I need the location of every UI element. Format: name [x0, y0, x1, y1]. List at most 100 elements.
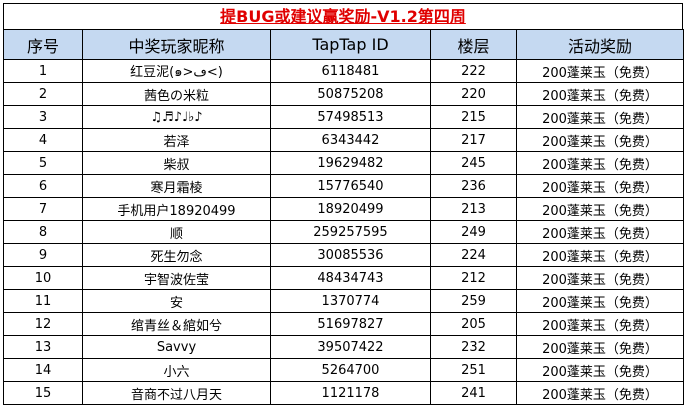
table-row: 3 ♫♬♪♩♭♪ 57498513 215 200蓬莱玉（免费） [3, 105, 684, 129]
cell-nickname[interactable]: 若泽 [82, 128, 271, 152]
cell-nickname[interactable]: 顺 [82, 220, 271, 244]
cell-nickname[interactable]: 小六 [82, 358, 271, 382]
table-row: 9 死生勿念 30085536 224 200蓬莱玉（免费） [3, 243, 684, 267]
cell-nickname[interactable]: 死生勿念 [82, 243, 271, 267]
table-row: 1 红豆泥(๑>ڡ<) 6118481 222 200蓬莱玉（免费） [3, 59, 684, 83]
cell-taptap-id[interactable]: 39507422 [270, 335, 431, 359]
cell-floor[interactable]: 222 [430, 59, 517, 83]
cell-reward[interactable]: 200蓬莱玉（免费） [516, 381, 684, 405]
table-row: 15 音商不过八月天 1121178 241 200蓬莱玉（免费） [3, 381, 684, 405]
cell-nickname[interactable]: 红豆泥(๑>ڡ<) [82, 59, 271, 83]
cell-nickname[interactable]: 安 [82, 289, 271, 313]
cell-nickname[interactable]: 音商不过八月天 [82, 381, 271, 405]
cell-nickname[interactable]: 茜色の米粒 [82, 82, 271, 106]
cell-nickname[interactable]: 绾青丝＆綰如兮 [82, 312, 271, 336]
cell-floor[interactable]: 224 [430, 243, 517, 267]
cell-taptap-id[interactable]: 5264700 [270, 358, 431, 382]
cell-index[interactable]: 15 [3, 381, 83, 405]
cell-floor[interactable]: 215 [430, 105, 517, 129]
table-row: 14 小六 5264700 251 200蓬莱玉（免费） [3, 358, 684, 382]
cell-floor[interactable]: 205 [430, 312, 517, 336]
cell-floor[interactable]: 245 [430, 151, 517, 175]
table-row: 13 Savvy 39507422 232 200蓬莱玉（免费） [3, 335, 684, 359]
table-row: 11 安 1370774 259 200蓬莱玉（免费） [3, 289, 684, 313]
header-taptap-id[interactable]: TapTap ID [270, 29, 431, 60]
table-row: 4 若泽 6343442 217 200蓬莱玉（免费） [3, 128, 684, 152]
winners-table: 序号 中奖玩家昵称 TapTap ID 楼层 活动奖励 1 红豆泥(๑>ڡ<) 61… [3, 29, 684, 405]
cell-index[interactable]: 2 [3, 82, 83, 106]
header-index[interactable]: 序号 [3, 29, 83, 60]
cell-taptap-id[interactable]: 259257595 [270, 220, 431, 244]
table-row: 2 茜色の米粒 50875208 220 200蓬莱玉（免费） [3, 82, 684, 106]
cell-reward[interactable]: 200蓬莱玉（免费） [516, 243, 684, 267]
cell-taptap-id[interactable]: 18920499 [270, 197, 431, 221]
cell-nickname[interactable]: ♫♬♪♩♭♪ [82, 105, 271, 129]
cell-taptap-id[interactable]: 15776540 [270, 174, 431, 198]
cell-reward[interactable]: 200蓬莱玉（免费） [516, 82, 684, 106]
cell-floor[interactable]: 213 [430, 197, 517, 221]
cell-taptap-id[interactable]: 51697827 [270, 312, 431, 336]
cell-index[interactable]: 4 [3, 128, 83, 152]
cell-index[interactable]: 12 [3, 312, 83, 336]
cell-nickname[interactable]: 手机用户18920499 [82, 197, 271, 221]
cell-reward[interactable]: 200蓬莱玉（免费） [516, 151, 684, 175]
header-floor[interactable]: 楼层 [430, 29, 517, 60]
cell-taptap-id[interactable]: 50875208 [270, 82, 431, 106]
cell-index[interactable]: 6 [3, 174, 83, 198]
cell-floor[interactable]: 212 [430, 266, 517, 290]
table-row: 12 绾青丝＆綰如兮 51697827 205 200蓬莱玉（免费） [3, 312, 684, 336]
cell-reward[interactable]: 200蓬莱玉（免费） [516, 289, 684, 313]
cell-reward[interactable]: 200蓬莱玉（免费） [516, 174, 684, 198]
cell-floor[interactable]: 232 [430, 335, 517, 359]
cell-index[interactable]: 13 [3, 335, 83, 359]
header-reward[interactable]: 活动奖励 [516, 29, 684, 60]
cell-taptap-id[interactable]: 1121178 [270, 381, 431, 405]
cell-index[interactable]: 1 [3, 59, 83, 83]
cell-reward[interactable]: 200蓬莱玉（免费） [516, 220, 684, 244]
cell-reward[interactable]: 200蓬莱玉（免费） [516, 335, 684, 359]
cell-taptap-id[interactable]: 6343442 [270, 128, 431, 152]
cell-nickname[interactable]: 寒月霜棱 [82, 174, 271, 198]
cell-taptap-id[interactable]: 30085536 [270, 243, 431, 267]
cell-taptap-id[interactable]: 6118481 [270, 59, 431, 83]
table-row: 8 顺 259257595 249 200蓬莱玉（免费） [3, 220, 684, 244]
table-row: 5 柴叔 19629482 245 200蓬莱玉（免费） [3, 151, 684, 175]
cell-floor[interactable]: 259 [430, 289, 517, 313]
header-row: 序号 中奖玩家昵称 TapTap ID 楼层 活动奖励 [3, 29, 684, 60]
cell-taptap-id[interactable]: 19629482 [270, 151, 431, 175]
cell-floor[interactable]: 217 [430, 128, 517, 152]
page-title: 提BUG或建议赢奖励-V1.2第四周 [220, 7, 466, 26]
cell-nickname[interactable]: Savvy [82, 335, 271, 359]
cell-nickname[interactable]: 柴叔 [82, 151, 271, 175]
table-row: 7 手机用户18920499 18920499 213 200蓬莱玉（免费） [3, 197, 684, 221]
cell-reward[interactable]: 200蓬莱玉（免费） [516, 312, 684, 336]
title-cell[interactable]: 提BUG或建议赢奖励-V1.2第四周 [3, 3, 683, 30]
cell-taptap-id[interactable]: 1370774 [270, 289, 431, 313]
cell-reward[interactable]: 200蓬莱玉（免费） [516, 358, 684, 382]
cell-index[interactable]: 8 [3, 220, 83, 244]
cell-floor[interactable]: 241 [430, 381, 517, 405]
header-nickname[interactable]: 中奖玩家昵称 [82, 29, 271, 60]
cell-index[interactable]: 3 [3, 105, 83, 129]
cell-reward[interactable]: 200蓬莱玉（免费） [516, 128, 684, 152]
cell-reward[interactable]: 200蓬莱玉（免费） [516, 105, 684, 129]
cell-index[interactable]: 10 [3, 266, 83, 290]
cell-floor[interactable]: 220 [430, 82, 517, 106]
cell-nickname[interactable]: 宇智波佐莹 [82, 266, 271, 290]
table-row: 10 宇智波佐莹 48434743 212 200蓬莱玉（免费） [3, 266, 684, 290]
cell-index[interactable]: 5 [3, 151, 83, 175]
cell-taptap-id[interactable]: 48434743 [270, 266, 431, 290]
cell-reward[interactable]: 200蓬莱玉（免费） [516, 59, 684, 83]
cell-index[interactable]: 9 [3, 243, 83, 267]
cell-index[interactable]: 11 [3, 289, 83, 313]
cell-floor[interactable]: 236 [430, 174, 517, 198]
cell-reward[interactable]: 200蓬莱玉（免费） [516, 197, 684, 221]
cell-index[interactable]: 7 [3, 197, 83, 221]
cell-floor[interactable]: 251 [430, 358, 517, 382]
cell-floor[interactable]: 249 [430, 220, 517, 244]
table-row: 6 寒月霜棱 15776540 236 200蓬莱玉（免费） [3, 174, 684, 198]
cell-taptap-id[interactable]: 57498513 [270, 105, 431, 129]
cell-reward[interactable]: 200蓬莱玉（免费） [516, 266, 684, 290]
cell-index[interactable]: 14 [3, 358, 83, 382]
